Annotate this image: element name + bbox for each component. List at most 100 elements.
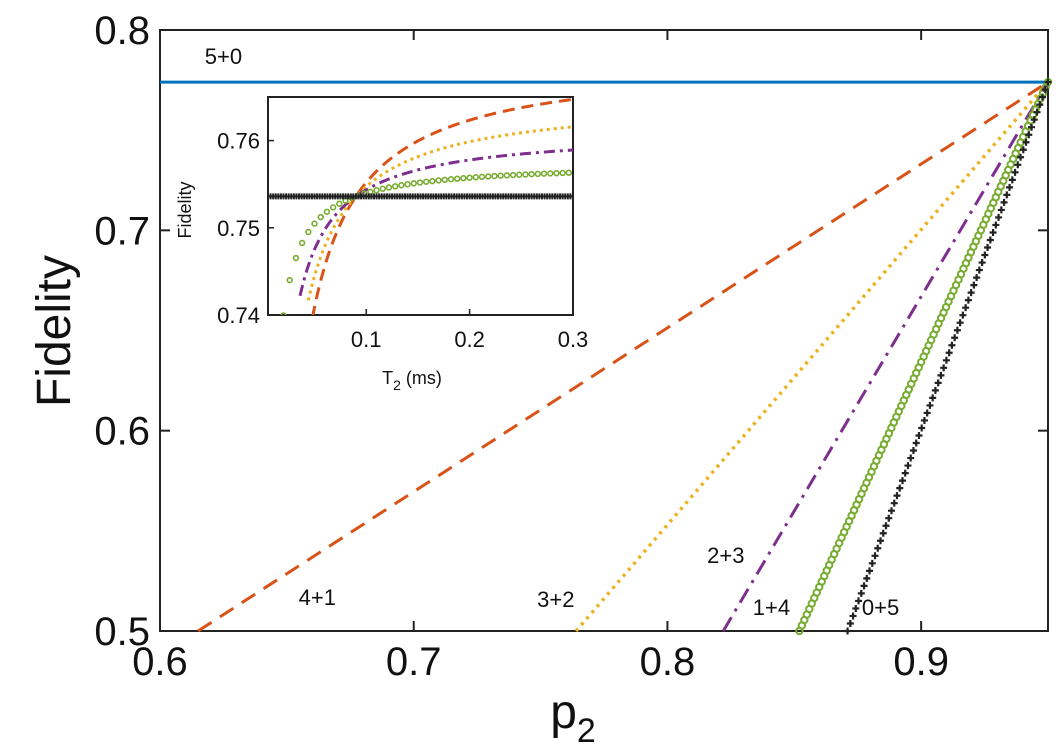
main-series-0-5-marker: [844, 627, 852, 635]
inset-series-1-4-marker: [441, 176, 448, 183]
inset-series-1-4-marker: [460, 174, 467, 182]
inset-series-1-4-marker: [286, 276, 293, 284]
main-series-0-5-marker: [981, 251, 989, 259]
inset-series-1-4-marker: [410, 180, 417, 187]
main-series-0-5-marker: [1000, 198, 1008, 206]
inset-series-1-4-marker: [503, 172, 511, 179]
main-series-2-3: [721, 81, 1050, 632]
main-series-0-5-marker: [890, 499, 898, 507]
main-series-0-5-marker: [912, 439, 920, 447]
main-series-0-5-marker: [904, 462, 912, 470]
inset-y-axis-label: Fidelity: [175, 181, 195, 238]
main-series-0-5-marker: [942, 356, 950, 364]
main-series-0-5-marker: [959, 311, 967, 319]
main-series-0-5-marker: [934, 379, 942, 387]
main-series-label-5-0: 5+0: [205, 44, 242, 69]
main-series-0-5-marker: [1033, 108, 1041, 116]
inset-series-3-2: [306, 125, 573, 301]
inset-series-1-4-marker: [385, 184, 393, 191]
main-series-0-5-marker: [1011, 168, 1019, 176]
main-series-0-5-marker: [877, 537, 885, 545]
inset-series-1-4-marker: [422, 178, 430, 185]
main-y-tick-label-0-5: 0.5: [94, 610, 150, 654]
main-series-0-5-marker: [1019, 146, 1027, 154]
main-series-4-1: [197, 80, 1049, 633]
inset-x-axis-label: T2 (ms): [382, 368, 442, 393]
main-series-0-5-marker: [874, 544, 882, 552]
main-series-0-5-marker: [866, 567, 874, 575]
inset-x-tick-label-0-2: 0.2: [454, 327, 485, 352]
main-series-0-5-marker: [992, 221, 1000, 229]
main-series-0-5-marker: [951, 334, 959, 342]
inset-series-1-4-marker: [404, 181, 411, 188]
inset-series-group: [268, 97, 573, 315]
inset-series-0-5-marker: [570, 193, 573, 200]
main-series-0-5-marker: [871, 552, 879, 560]
inset-series-1-4-marker: [534, 170, 542, 178]
inset-series-1-4-marker: [466, 174, 473, 181]
inset-series-1-4-marker: [311, 220, 318, 227]
main-series-0-5-marker: [1008, 176, 1016, 184]
main-series-0-5-marker: [1025, 131, 1033, 139]
inset-y-tick-label-0-75: 0.75: [217, 216, 260, 241]
inset-series-1-4-marker: [540, 170, 548, 177]
main-series-0-5-marker: [995, 213, 1003, 221]
main-series-0-5-marker: [887, 507, 895, 515]
inset-series-1-4-marker: [292, 254, 300, 262]
main-series-0-5-marker: [956, 319, 964, 327]
inset-clipped-series: [268, 97, 573, 315]
main-series-0-5-marker: [855, 597, 863, 605]
main-series-1-4: [795, 77, 1053, 636]
main-x-axis-label: p2: [550, 686, 596, 750]
main-series-0-5-marker: [918, 424, 926, 432]
main-series-0-5-marker: [964, 296, 972, 304]
main-series-0-5-marker: [1017, 153, 1025, 161]
main-series-3-2: [574, 80, 1050, 633]
main-series-0-5-marker: [1036, 101, 1044, 109]
main-series-0-5-marker: [997, 206, 1005, 214]
main-series-0-5-marker: [863, 574, 871, 582]
main-series-0-5-marker: [849, 612, 857, 620]
inset-series-1-4-marker: [391, 183, 399, 190]
main-series-0-5-marker: [931, 386, 939, 394]
main-series-0-5-marker: [970, 281, 978, 289]
inset-tick-group: 0.1 0.2 0.3 0.74 0.75 0.76: [217, 129, 588, 352]
main-series-0-5-marker: [868, 559, 876, 567]
main-series-0-5-marker: [896, 484, 904, 492]
inset-series-1-4-marker: [565, 169, 573, 176]
main-series-label-4-1: 4+1: [299, 585, 336, 610]
main-series-0-5-marker: [1022, 138, 1030, 146]
inset-series-2-3: [298, 148, 573, 297]
main-series-0-5-marker: [879, 529, 887, 537]
inset-y-tick-label-0-74: 0.74: [217, 303, 260, 328]
inset-series-1-4-marker: [317, 213, 324, 221]
main-series-0-5-marker: [978, 259, 986, 267]
main-series-0-5-marker: [973, 274, 981, 282]
inset-series-1-4-marker: [305, 228, 312, 236]
main-x-tick-label-0-9: 0.9: [893, 640, 949, 684]
main-series-0-5: [844, 78, 1052, 635]
main-x-tick-label-0-7: 0.7: [386, 640, 442, 684]
inset-series-1-4: [280, 169, 573, 315]
main-x-tick-label-0-6: 0.6: [132, 640, 188, 684]
inset-series-1-4-marker: [429, 177, 436, 185]
inset-series-1-4-marker: [336, 200, 343, 207]
inset-series-1-4-marker: [416, 179, 424, 186]
inset-series-1-4-marker: [373, 187, 380, 194]
inset-series-1-4-marker: [491, 172, 498, 180]
inset-series-4-1: [311, 97, 573, 315]
main-y-tick-label-0-7: 0.7: [94, 209, 150, 253]
main-series-group: [160, 77, 1053, 636]
main-series-0-5-marker: [975, 266, 983, 274]
main-series-0-5-marker: [940, 364, 948, 372]
main-series-0-5-marker: [857, 589, 865, 597]
main-tick-group: 0.6 0.7 0.8 0.90.50.60.70.8: [94, 9, 1048, 684]
main-series-0-5-marker: [852, 604, 860, 612]
inset-x-tick-label-0-3: 0.3: [558, 327, 589, 352]
inset-series-1-4-marker: [472, 174, 480, 181]
main-series-0-5-marker: [901, 469, 909, 477]
main-series-0-5-marker: [948, 341, 956, 349]
inset-series-1-4-marker: [435, 177, 442, 184]
main-series-0-5-marker: [967, 289, 975, 297]
inset-x-tick-label-0-1: 0.1: [351, 327, 382, 352]
